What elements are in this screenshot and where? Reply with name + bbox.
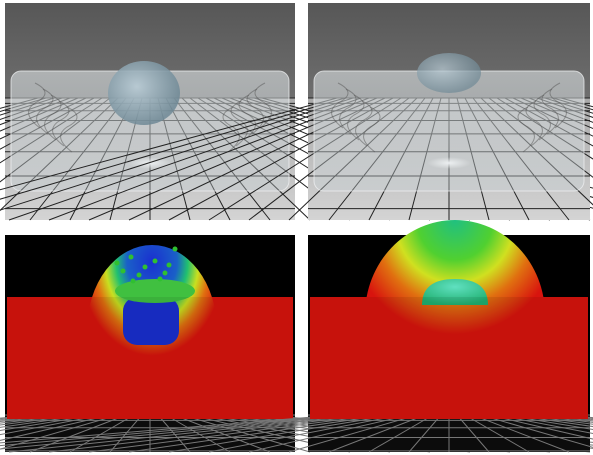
particle [158, 277, 163, 282]
particle [167, 263, 172, 268]
block-shade [7, 297, 293, 419]
particle [129, 255, 134, 260]
droplet [108, 61, 180, 125]
particle [131, 279, 136, 284]
particle [115, 261, 120, 266]
particle [153, 259, 158, 264]
scene [0, 0, 593, 455]
page: {} html, body { margin: 0; padding: 0; b… [0, 0, 593, 455]
particle [121, 269, 126, 274]
droplet [417, 53, 481, 93]
particle [143, 265, 148, 270]
particle [137, 273, 142, 278]
particle [163, 271, 168, 276]
particle [173, 247, 178, 252]
page-body: (() => { const svg = document.getElement… [0, 0, 593, 455]
block-shade [310, 297, 588, 419]
